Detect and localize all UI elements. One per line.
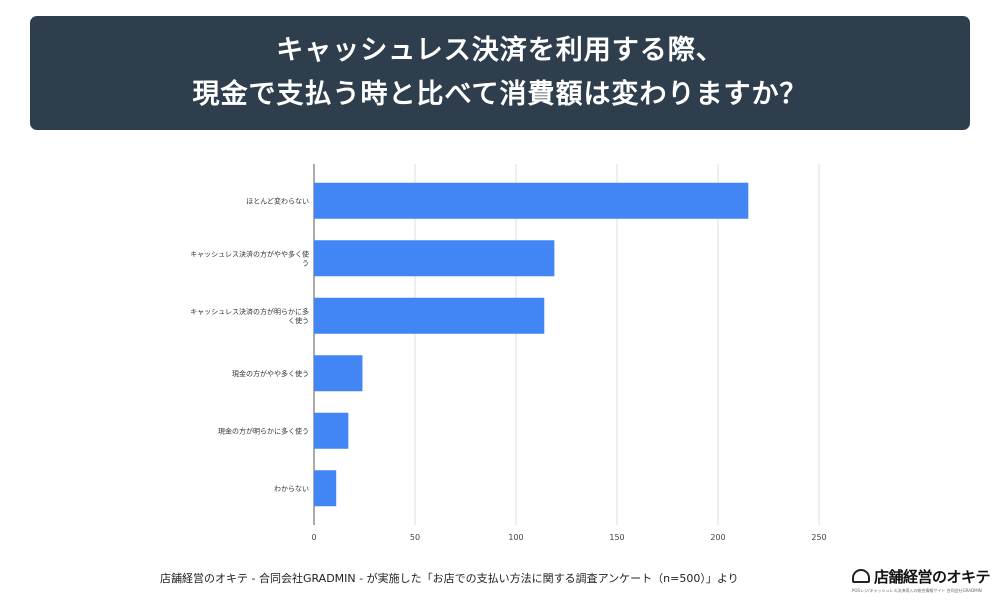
chart-title-banner: キャッシュレス決済を利用する際、 現金で支払う時と比べて消費額は変わりますか？ xyxy=(30,16,970,130)
category-label: 現金の方がやや多く使う xyxy=(232,369,309,378)
logo-subtext: POSレジ/キャッシュレス決済導入の総合情報サイト 合同会社GRADMIN xyxy=(852,588,982,593)
bar xyxy=(314,240,555,277)
x-tick-label: 200 xyxy=(710,533,725,542)
logo-text: 店舗経営のオキテ xyxy=(874,568,991,586)
category-label: キャッシュレス決済の方がやや多く使 xyxy=(190,249,309,258)
chart-title-line2: 現金で支払う時と比べて消費額は変わりますか？ xyxy=(192,79,808,110)
category-label: わからない xyxy=(274,485,309,493)
bar xyxy=(314,412,349,449)
category-label: 現金の方が明らかに多く使う xyxy=(218,426,309,435)
category-label: ほとんど変わらない xyxy=(246,196,309,205)
category-label: キャッシュレス決済の方が明らかに多 xyxy=(190,307,309,316)
source-footer: 店舗経営のオキテ - 合同会社GRADMIN - が実施した「お店での支払い方法… xyxy=(160,572,739,585)
category-label: う xyxy=(302,259,309,267)
x-tick-label: 50 xyxy=(410,533,420,542)
x-tick-label: 0 xyxy=(311,533,316,542)
bar xyxy=(314,297,545,334)
bar xyxy=(314,182,749,219)
category-label: く使う xyxy=(288,316,309,325)
site-logo: 店舗経営のオキテ POSレジ/キャッシュレス決済導入の総合情報サイト 合同会社G… xyxy=(852,568,997,596)
bar xyxy=(314,470,337,507)
chart-title-line1: キャッシュレス決済を利用する際、 xyxy=(276,35,724,66)
x-tick-label: 150 xyxy=(609,533,624,542)
x-tick-label: 100 xyxy=(508,533,523,542)
bar xyxy=(314,355,363,392)
shop-icon xyxy=(852,569,870,583)
x-tick-label: 250 xyxy=(811,533,826,542)
